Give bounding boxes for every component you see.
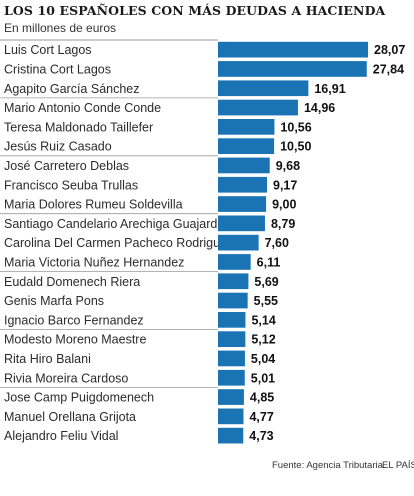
value-label: 5,55 [254, 294, 278, 308]
row-label: Cristina Cort Lagos [4, 62, 111, 76]
chart-title: LOS 10 ESPAÑOLES CON MÁS DEUDAS A HACIEN… [4, 3, 386, 18]
row-label: Luis Cort Lagos [4, 43, 92, 57]
value-label: 4,85 [250, 391, 274, 405]
value-label: 8,79 [271, 217, 295, 231]
bar [218, 312, 246, 328]
value-label: 27,84 [373, 62, 404, 76]
bar [218, 234, 259, 251]
row-label: Teresa Maldonado Taillefer [4, 120, 153, 134]
value-label: 28,07 [374, 43, 405, 57]
row-label: Manuel Orellana Grijota [4, 410, 136, 424]
value-label: 5,01 [251, 371, 275, 385]
row-label: Carolina Del Carmen Pacheco Rodriguez [4, 236, 233, 250]
value-label: 4,77 [249, 410, 273, 424]
value-label: 16,91 [314, 82, 345, 96]
row-label: Genis Marfa Pons [4, 294, 104, 308]
bar [218, 254, 251, 270]
chart-subtitle: En millones de euros [4, 21, 117, 35]
row-label: Maria Dolores Rumeu Soldevilla [4, 198, 183, 212]
value-label: 5,12 [251, 333, 275, 347]
value-label: 4,73 [249, 429, 273, 443]
bar [218, 99, 298, 116]
value-label: 5,69 [254, 275, 278, 289]
bar [218, 408, 244, 425]
value-label: 9,68 [276, 159, 300, 173]
bar [218, 138, 275, 154]
source-note: Fuente: Agencia Tributaria. [272, 460, 386, 471]
bar [218, 427, 244, 444]
row-label: Jesús Ruiz Casado [4, 140, 112, 154]
bar [218, 119, 275, 135]
row-label: Francisco Seuba Trullas [4, 178, 138, 192]
value-label: 10,50 [280, 140, 311, 154]
row-label: Eudald Domenech Riera [4, 275, 140, 289]
bar [218, 273, 249, 290]
bar [218, 61, 367, 77]
row-label: Rita Hiro Balani [4, 352, 91, 366]
row-label: Santiago Candelario Arechiga Guajardo [4, 217, 224, 231]
bar [218, 41, 368, 58]
value-label: 5,14 [251, 313, 275, 327]
value-label: 9,17 [273, 178, 297, 192]
row-label: Ignacio Barco Fernandez [4, 313, 144, 327]
bar [218, 292, 248, 309]
publisher-credit: EL PAÍS [382, 460, 414, 471]
bar [218, 176, 268, 193]
row-label: Maria Victoria Nuñez Hernandez [4, 255, 184, 269]
bar [218, 350, 245, 367]
bar [218, 389, 244, 405]
row-label: Mario Antonio Conde Conde [4, 101, 161, 115]
row-label: Jose Camp Puigdomenech [4, 391, 154, 405]
value-label: 9,00 [272, 198, 296, 212]
row-label: José Carretero Deblas [4, 159, 129, 173]
row-label: Rivia Moreira Cardoso [4, 371, 128, 385]
bar [218, 80, 309, 97]
bar [218, 369, 245, 386]
row-label: Alejandro Feliu Vidal [4, 429, 118, 443]
value-label: 7,60 [265, 236, 289, 250]
value-label: 5,04 [251, 352, 275, 366]
value-label: 6,11 [257, 255, 281, 269]
bar [218, 331, 246, 347]
value-label: 10,56 [280, 120, 311, 134]
row-label: Modesto Moreno Maestre [4, 333, 146, 347]
row-label: Agapito García Sánchez [4, 82, 140, 96]
bar [218, 215, 265, 232]
value-label: 14,96 [304, 101, 335, 115]
bar [218, 157, 270, 174]
bar [218, 196, 267, 212]
